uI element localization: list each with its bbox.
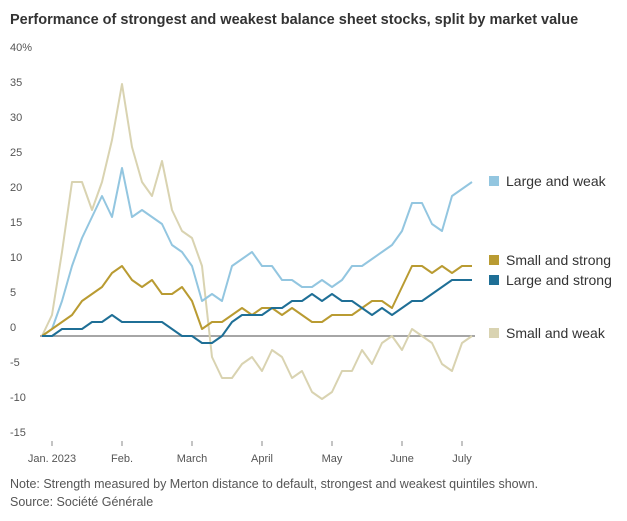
y-tick-label: 35 [10, 77, 22, 89]
legend-swatch [489, 255, 499, 265]
y-tick-label: 40% [10, 42, 32, 54]
legend-swatch [489, 275, 499, 285]
chart-note: Note: Strength measured by Merton distan… [10, 477, 538, 491]
y-tick-label: 5 [10, 287, 16, 299]
chart-source: Source: Société Générale [10, 495, 153, 509]
series-line [42, 279, 472, 344]
legend-label: Small and weak [506, 325, 606, 341]
legend-label: Small and strong [506, 252, 611, 268]
x-tick-label: July [452, 453, 472, 465]
series-line [41, 83, 473, 400]
chart-title: Performance of strongest and weakest bal… [10, 12, 578, 28]
x-tick-label: April [251, 453, 273, 465]
x-tick-label: Jan. 2023 [28, 453, 76, 465]
series-line [41, 167, 473, 337]
y-tick-label: -5 [10, 357, 20, 369]
legend-label: Large and strong [506, 272, 612, 288]
x-tick-label: May [322, 453, 343, 465]
y-tick-label: 0 [10, 322, 16, 334]
y-tick-label: -15 [10, 427, 26, 439]
y-tick-label: -10 [10, 392, 26, 404]
y-tick-label: 30 [10, 112, 22, 124]
y-tick-label: 15 [10, 217, 22, 229]
x-tick-label: March [177, 453, 208, 465]
y-tick-label: 25 [10, 147, 22, 159]
legend-swatch [489, 176, 499, 186]
x-tick-label: June [390, 453, 414, 465]
y-tick-label: 20 [10, 182, 22, 194]
x-tick-label: Feb. [111, 453, 133, 465]
series-line [41, 265, 472, 337]
y-tick-label: 10 [10, 252, 22, 264]
legend-label: Large and weak [506, 173, 607, 189]
legend-swatch [489, 328, 499, 338]
